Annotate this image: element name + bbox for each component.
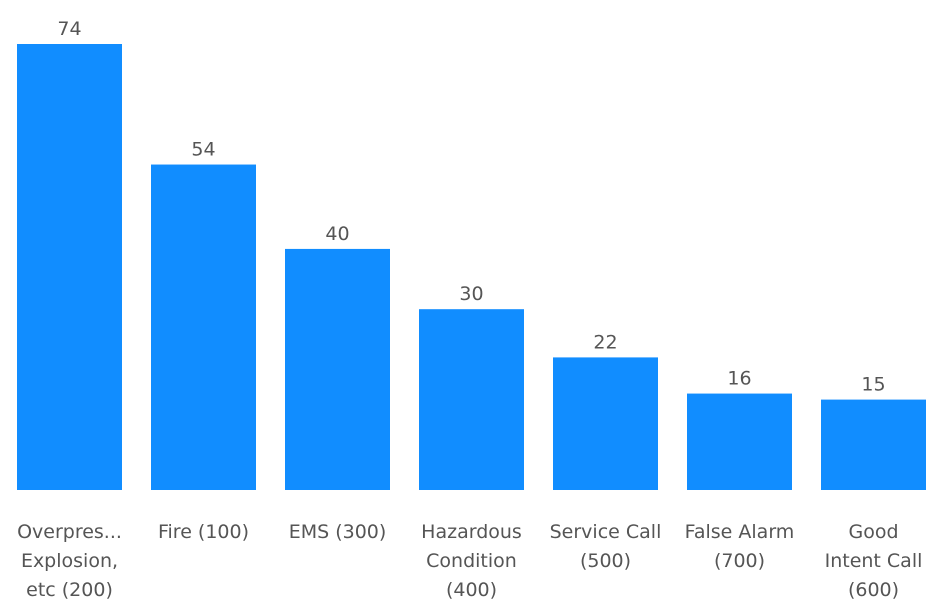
data-label-3: 30	[459, 283, 483, 305]
category-label-1: Fire (100)	[158, 521, 249, 543]
data-label-0: 74	[57, 18, 81, 40]
data-label-1: 54	[191, 139, 215, 161]
category-label-line: Fire (100)	[158, 521, 249, 543]
category-label-6: Good Intent Call (600)	[825, 521, 923, 601]
category-label-line: Service Call	[550, 521, 662, 543]
data-label-4: 22	[593, 331, 617, 353]
data-label-2: 40	[325, 223, 349, 245]
category-label-4: Service Call (500)	[550, 521, 662, 572]
category-label-2: EMS (300)	[289, 521, 387, 543]
category-label-line: Intent Call	[825, 550, 923, 572]
bar-0[interactable]	[17, 44, 122, 490]
category-label-line: (500)	[580, 550, 631, 572]
bar-3[interactable]	[419, 309, 524, 490]
category-label-line: (600)	[848, 579, 899, 601]
category-label-line: False Alarm	[685, 521, 795, 543]
category-label-line: Good	[848, 521, 898, 543]
bar-4[interactable]	[553, 357, 658, 490]
bar-1[interactable]	[151, 164, 256, 491]
data-label-6: 15	[861, 374, 885, 396]
category-label-3: Hazardous Condition (400)	[421, 521, 522, 601]
category-label-line: Explosion,	[21, 550, 118, 572]
category-label-0: Overpres... Explosion, etc (200)	[17, 521, 122, 601]
bar-2[interactable]	[285, 248, 390, 490]
category-label-line: EMS (300)	[289, 521, 387, 543]
category-label-line: Overpres...	[17, 521, 122, 543]
data-label-5: 16	[727, 368, 751, 390]
category-label-line: (400)	[446, 579, 497, 601]
category-label-line: Hazardous	[421, 521, 522, 543]
category-label-line: Condition	[426, 550, 517, 572]
bar-6[interactable]	[821, 399, 926, 490]
category-label-5: False Alarm (700)	[685, 521, 795, 572]
category-label-line: (700)	[714, 550, 765, 572]
category-label-line: etc (200)	[26, 579, 113, 601]
bar-5[interactable]	[687, 393, 792, 490]
